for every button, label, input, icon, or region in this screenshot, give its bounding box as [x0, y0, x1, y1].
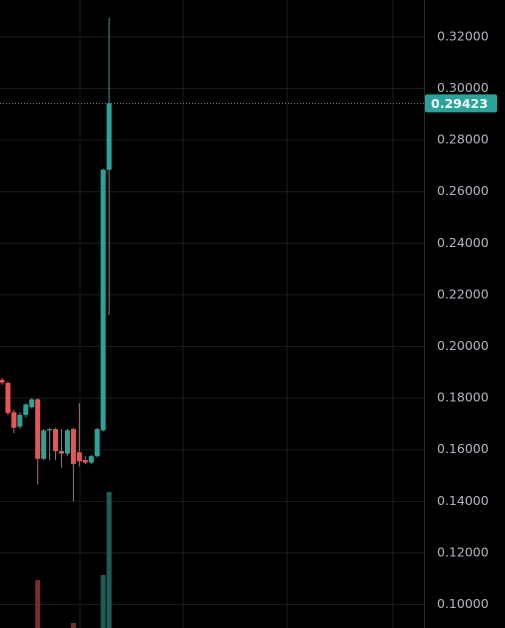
- y-tick-label: 0.26000: [437, 183, 489, 198]
- candle-body: [100, 169, 106, 431]
- candle-body: [0, 380, 5, 383]
- volume: [35, 492, 112, 628]
- last-price-label: 0.29423: [431, 96, 488, 111]
- candle-body: [94, 429, 100, 457]
- candle-body: [64, 430, 70, 454]
- candle-body: [5, 382, 11, 413]
- y-tick-label: 0.32000: [437, 28, 489, 43]
- y-tick-label: 0.20000: [437, 338, 489, 353]
- candles: [0, 17, 112, 502]
- volume-bar: [35, 580, 41, 628]
- grid: [0, 36, 424, 606]
- candle-body: [53, 429, 59, 452]
- y-tick-label: 0.22000: [437, 286, 489, 301]
- candle-body: [88, 456, 94, 463]
- y-tick-label: 0.12000: [437, 544, 489, 559]
- volume-bar: [100, 575, 106, 628]
- volume-bar: [106, 492, 112, 628]
- candle-body: [106, 103, 112, 170]
- candle-body: [23, 404, 29, 415]
- price-axis: 0.10000 0.12000 0.14000 0.16000 0.18000 0.200…: [425, 28, 497, 611]
- y-tick-label: 0.24000: [437, 235, 489, 250]
- candle-body: [76, 452, 82, 462]
- candle-body: [82, 460, 88, 463]
- volume-bar: [70, 623, 76, 628]
- y-tick-label: 0.16000: [437, 441, 489, 456]
- y-tick-label: 0.14000: [437, 493, 489, 508]
- candle-body: [11, 412, 17, 428]
- y-tick-label: 0.18000: [437, 390, 489, 405]
- candle-body: [35, 399, 41, 459]
- candle-body: [29, 399, 35, 408]
- y-tick-label: 0.28000: [437, 132, 489, 147]
- candle-body: [17, 414, 23, 427]
- y-tick-label: 0.30000: [437, 80, 489, 95]
- candle-body: [59, 451, 64, 454]
- y-tick-label: 0.10000: [437, 596, 489, 611]
- last-price-badge: [425, 94, 497, 113]
- candle-body: [47, 429, 53, 431]
- candle-body: [41, 430, 47, 459]
- candle-body: [70, 429, 76, 464]
